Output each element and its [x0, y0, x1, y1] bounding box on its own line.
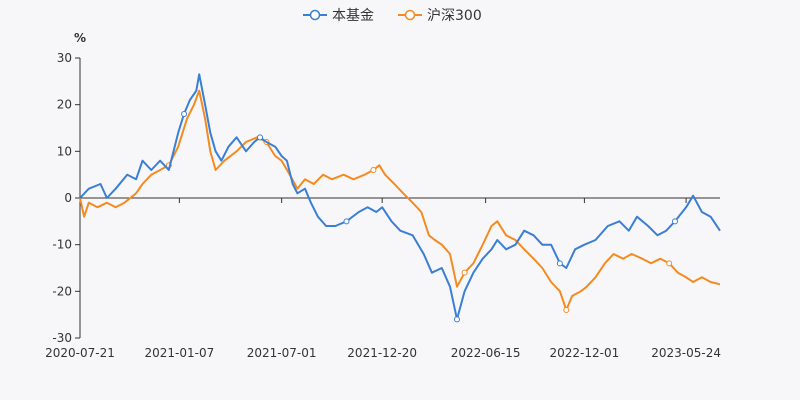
y-tick-label: 20	[57, 98, 72, 112]
legend-marker-csi300	[404, 9, 416, 21]
y-axis-unit: %	[74, 31, 86, 45]
y-tick-label: -20	[52, 284, 72, 298]
y-axis: 30 20 10 0 -10 -20 -30	[52, 51, 81, 345]
y-tick-label: 30	[57, 51, 72, 65]
x-tick-label: 2022-12-01	[550, 346, 620, 360]
x-tick-label: 2021-01-07	[144, 346, 214, 360]
x-tick-label: 2021-07-01	[247, 346, 317, 360]
y-tick-label: -10	[52, 238, 72, 252]
legend: 本基金 沪深300	[303, 7, 482, 24]
legend-label-csi300: 沪深300	[427, 8, 482, 24]
x-axis: 2020-07-21 2021-01-07 2021-07-01 2021-12-20…	[45, 197, 721, 360]
x-tick-label: 2020-07-21	[45, 346, 115, 360]
series-line-0	[79, 73, 721, 321]
legend-item-csi300[interactable]: 沪深300	[398, 8, 482, 24]
data-point	[453, 316, 460, 323]
legend-marker-fund	[309, 9, 321, 21]
data-point	[556, 260, 563, 267]
x-tick-label: 2021-12-20	[347, 346, 417, 360]
y-tick-label: 10	[57, 144, 72, 158]
y-tick-label: -30	[52, 331, 72, 345]
data-point	[343, 218, 350, 225]
data-point	[671, 218, 678, 225]
series-line-1	[79, 89, 721, 311]
legend-item-fund[interactable]: 本基金	[303, 7, 374, 24]
y-tick-label: 0	[64, 191, 72, 205]
series-group	[79, 73, 721, 323]
data-point	[370, 167, 377, 173]
data-point	[257, 134, 264, 141]
legend-label-fund: 本基金	[332, 7, 374, 24]
x-tick-label: 2022-06-15	[451, 346, 521, 360]
data-point	[666, 260, 673, 267]
data-point	[461, 269, 468, 276]
data-point	[563, 307, 570, 313]
x-tick-label: 2023-05-24	[651, 346, 721, 360]
data-point	[181, 111, 188, 117]
